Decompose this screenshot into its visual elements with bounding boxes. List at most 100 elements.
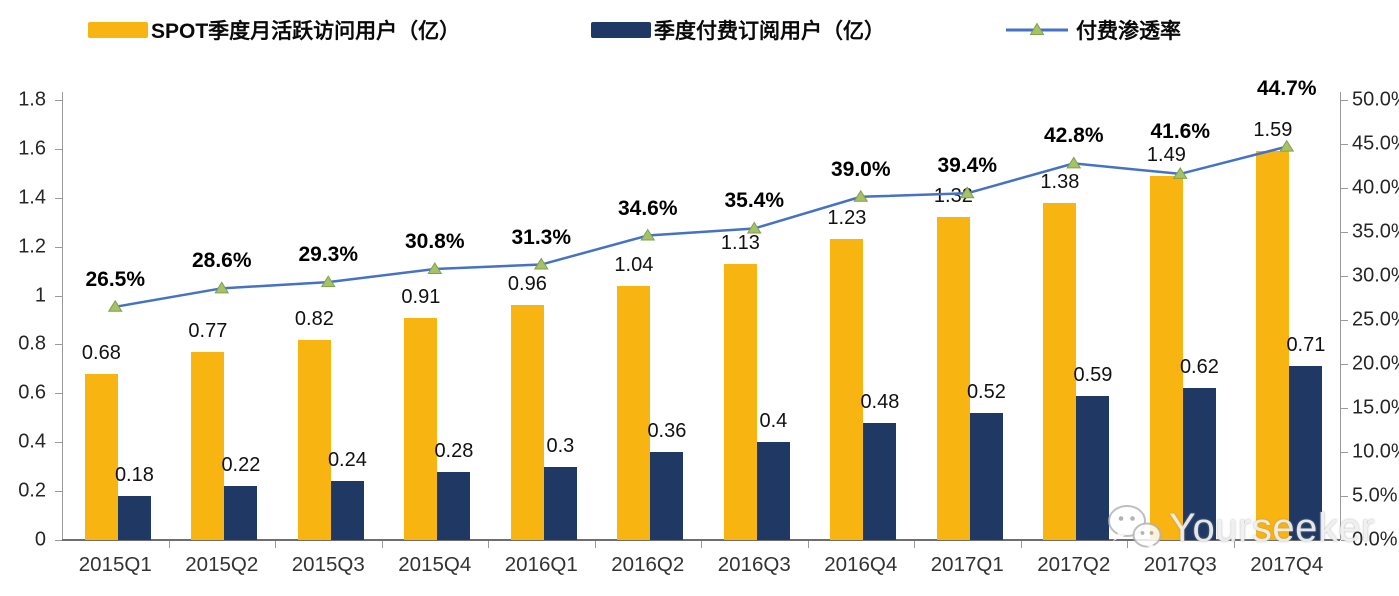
y-axis-tick-left <box>55 295 62 297</box>
penetration-marker <box>640 228 656 241</box>
x-axis-label: 2016Q2 <box>611 553 685 576</box>
subs-bar <box>437 471 471 540</box>
penetration-label: 35.4% <box>724 189 785 213</box>
mau-bar <box>1043 202 1077 540</box>
mau-bar <box>936 217 970 540</box>
y-axis-label-left: 0 <box>34 528 46 551</box>
x-axis-label: 2015Q4 <box>398 553 472 576</box>
penetration-marker <box>214 281 230 294</box>
legend-item-mau: SPOT季度月活跃访问用户（亿） <box>88 16 460 44</box>
y-axis-tick-right <box>1341 496 1348 497</box>
x-axis-tick <box>381 541 383 548</box>
mau-bar <box>510 305 544 540</box>
y-axis-tick-left <box>55 540 62 541</box>
y-axis-label-right: 15.0% <box>1352 396 1399 419</box>
x-axis-tick <box>594 541 596 548</box>
subs-bar <box>330 481 364 540</box>
mau-value-label: 1.59 <box>1253 119 1293 142</box>
x-axis-label: 2017Q4 <box>1250 553 1324 576</box>
mau-value-label: 0.91 <box>401 285 441 308</box>
x-axis-label: 2017Q1 <box>930 553 1004 576</box>
subs-bar <box>117 496 151 540</box>
mau-bar <box>191 351 225 540</box>
subs-value-label: 0.59 <box>1073 363 1113 386</box>
subs-bar <box>1289 366 1323 540</box>
penetration-label: 31.3% <box>511 225 572 249</box>
x-axis-label: 2015Q3 <box>291 553 365 576</box>
subs-value-label: 0.36 <box>647 420 687 442</box>
subs-bar <box>543 466 577 540</box>
x-axis-label: 2015Q2 <box>185 553 259 576</box>
y-axis-label-left: 1.6 <box>18 137 46 160</box>
penetration-marker <box>1066 156 1082 169</box>
y-axis-label-right: 5.0% <box>1352 484 1398 507</box>
y-axis-label-left: 1.8 <box>18 88 46 111</box>
subs-bar <box>1076 395 1110 540</box>
wechat-icon <box>1106 502 1164 554</box>
y-axis-tick-left <box>55 393 62 395</box>
subs-bar <box>1182 388 1216 540</box>
y-axis-label-right: 50.0% <box>1352 88 1399 111</box>
penetration-label: 29.3% <box>298 243 359 267</box>
mau-bar <box>297 339 331 540</box>
watermark-text: Yourseeker <box>1169 505 1375 550</box>
watermark: Yourseeker <box>1106 502 1375 554</box>
y-axis-tick-right <box>1341 232 1348 233</box>
subs-bar <box>224 486 258 540</box>
penetration-marker <box>533 257 549 270</box>
x-axis-tick <box>701 541 702 548</box>
y-axis-label-right: 10.0% <box>1352 440 1399 463</box>
x-axis-tick <box>488 541 489 548</box>
y-axis-tick-left <box>55 100 62 101</box>
y-axis-label-left: 1 <box>34 284 46 307</box>
y-axis-label-left: 0.2 <box>18 479 46 502</box>
subs-bar <box>650 452 684 540</box>
subs-bar <box>863 422 897 540</box>
mau-bar <box>84 373 118 540</box>
penetration-label: 30.8% <box>404 229 465 253</box>
subs-value-label: 0.3 <box>546 434 575 457</box>
y-axis-label-right: 25.0% <box>1352 308 1399 331</box>
y-axis-label-left: 0.6 <box>18 381 46 404</box>
mau-value-label: 1.49 <box>1146 143 1186 166</box>
y-axis-tick-right <box>1341 320 1348 321</box>
y-axis-label-right: 40.0% <box>1352 176 1399 199</box>
x-axis-label: 2015Q1 <box>78 553 152 576</box>
y-axis-tick-left <box>55 442 62 444</box>
y-axis-tick-right <box>1341 100 1348 101</box>
x-axis-label: 2016Q4 <box>824 553 898 576</box>
mau-bar <box>830 239 864 540</box>
penetration-label: 42.8% <box>1043 124 1104 148</box>
subs-bar <box>969 412 1003 540</box>
mau-bar <box>617 285 651 540</box>
left-axis-line <box>62 92 63 540</box>
subs-value-label: 0.24 <box>327 449 367 472</box>
y-axis-label-left: 0.4 <box>18 430 46 453</box>
x-axis-label: 2017Q2 <box>1037 553 1111 576</box>
subs-value-label: 0.18 <box>114 464 154 486</box>
y-axis-label-left: 1.2 <box>18 235 46 258</box>
y-axis-label-right: 35.0% <box>1352 220 1399 243</box>
subs-bar <box>756 442 790 540</box>
y-axis-label-right: 45.0% <box>1352 132 1399 155</box>
mau-legend-swatch <box>88 22 148 38</box>
y-axis-label-right: 30.0% <box>1352 264 1399 287</box>
penetration-marker <box>853 189 869 202</box>
subs-legend-swatch <box>591 22 651 38</box>
penetration-marker <box>107 299 123 312</box>
subs-value-label: 0.48 <box>860 390 900 413</box>
y-axis-label-left: 0.8 <box>18 332 46 355</box>
y-axis-tick-right <box>1341 188 1348 189</box>
y-axis-tick-left <box>55 344 62 346</box>
y-axis-label-left: 1.4 <box>18 186 46 209</box>
x-axis-tick <box>807 541 809 548</box>
x-axis-label: 2017Q3 <box>1143 553 1217 576</box>
legend-item-subs: 季度付费订阅用户（亿） <box>591 16 885 44</box>
y-axis-tick-left <box>55 148 62 150</box>
y-axis-tick-right <box>1341 452 1348 453</box>
mau-value-label: 1.38 <box>1040 170 1080 193</box>
mau-bar <box>404 317 438 540</box>
mau-value-label: 1.32 <box>933 185 973 208</box>
y-axis-label-right: 20.0% <box>1352 352 1399 375</box>
